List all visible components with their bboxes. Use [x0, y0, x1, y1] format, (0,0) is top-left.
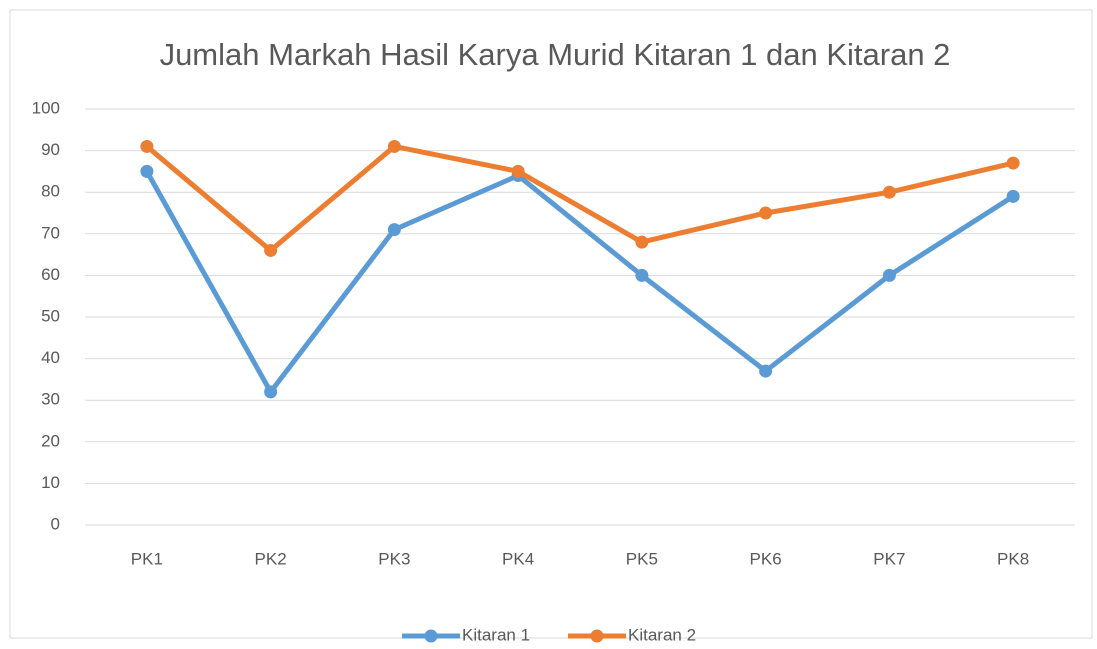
- series-line: [144, 170, 1015, 395]
- y-tick-label: 100: [32, 98, 60, 117]
- x-tick-label: PK5: [626, 549, 658, 568]
- y-tick-label: 0: [51, 514, 60, 533]
- y-tick-label: 40: [41, 348, 60, 367]
- data-point: [882, 185, 896, 199]
- data-point: [387, 223, 401, 237]
- x-tick-label: PK1: [131, 549, 163, 568]
- y-tick-label: 60: [41, 265, 60, 284]
- data-point: [1006, 156, 1020, 170]
- x-tick-label: PK8: [997, 549, 1029, 568]
- data-point: [264, 243, 278, 257]
- x-tick-label: PK7: [873, 549, 905, 568]
- data-point: [635, 235, 649, 249]
- y-tick-label: 10: [41, 473, 60, 492]
- x-tick-label: PK2: [255, 549, 287, 568]
- y-tick-label: 50: [41, 306, 60, 325]
- legend-label: Kitaran 2: [628, 625, 696, 644]
- x-tick-label: PK4: [502, 549, 534, 568]
- data-point: [882, 268, 896, 282]
- y-tick-label: 90: [41, 140, 60, 159]
- chart-title: Jumlah Markah Hasil Karya Murid Kitaran …: [160, 37, 951, 72]
- y-tick-label: 30: [41, 390, 60, 409]
- data-point: [140, 164, 154, 178]
- series-line: [145, 143, 1014, 253]
- data-point: [387, 139, 401, 153]
- legend-label: Kitaran 1: [462, 625, 530, 644]
- data-point: [759, 364, 773, 378]
- chart-frame: [9, 9, 1093, 639]
- data-point: [635, 268, 649, 282]
- data-point: [140, 139, 154, 153]
- data-point: [264, 385, 278, 399]
- x-tick-label: PK6: [750, 549, 782, 568]
- y-tick-label: 80: [41, 182, 60, 201]
- legend-marker: [590, 629, 604, 643]
- data-point: [1006, 189, 1020, 203]
- data-point: [511, 164, 525, 178]
- legend-marker: [424, 629, 438, 643]
- x-tick-label: PK3: [378, 549, 410, 568]
- y-tick-label: 70: [41, 223, 60, 242]
- data-point: [759, 206, 773, 220]
- y-tick-label: 20: [41, 431, 60, 450]
